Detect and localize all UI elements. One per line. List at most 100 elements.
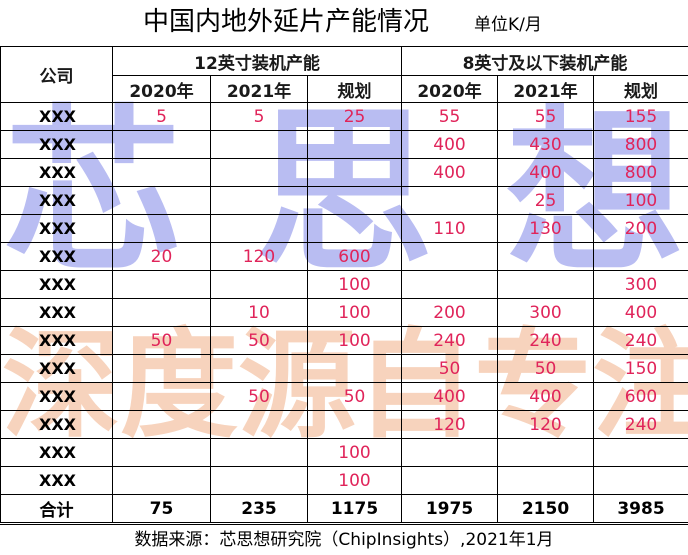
value-cell (113, 215, 211, 243)
value-cell: 110 (402, 215, 498, 243)
value-cell: 100 (594, 187, 688, 215)
value-cell (211, 187, 308, 215)
title-bar: 中国内地外延片产能情况 单位K/月 (0, 0, 688, 46)
column-header: 规划 (594, 76, 688, 103)
column-header: 2020年 (402, 76, 498, 103)
value-cell: 200 (594, 215, 688, 243)
value-cell (594, 243, 688, 271)
total-cell: 235 (211, 495, 308, 523)
company-cell: XXX (1, 411, 113, 439)
unit-label: 单位K/月 (474, 12, 542, 38)
value-cell (308, 131, 402, 159)
value-cell (402, 243, 498, 271)
value-cell (498, 243, 594, 271)
value-cell: 130 (498, 215, 594, 243)
value-cell: 300 (498, 299, 594, 327)
value-cell: 50 (402, 355, 498, 383)
total-row: 合计 75 235 1175 1975 2150 3985 (1, 495, 688, 523)
value-cell: 120 (402, 411, 498, 439)
value-cell (113, 439, 211, 467)
value-cell: 50 (308, 383, 402, 411)
value-cell: 400 (402, 131, 498, 159)
value-cell: 400 (498, 383, 594, 411)
value-cell (498, 439, 594, 467)
company-cell: XXX (1, 159, 113, 187)
total-cell: 2150 (498, 495, 594, 523)
total-label: 合计 (1, 495, 113, 523)
value-cell: 100 (308, 327, 402, 355)
company-cell: XXX (1, 243, 113, 271)
value-cell (113, 411, 211, 439)
value-cell: 25 (498, 187, 594, 215)
value-cell (308, 187, 402, 215)
value-cell: 240 (594, 327, 688, 355)
value-cell: 240 (498, 327, 594, 355)
company-cell: XXX (1, 467, 113, 495)
group-header-12inch: 12英寸装机产能 (113, 47, 402, 76)
value-cell (308, 355, 402, 383)
capacity-table: 公司 12英寸装机产能 8英寸及以下装机产能 2020年 2021年 规划 20… (0, 46, 688, 523)
value-cell (402, 187, 498, 215)
value-cell (113, 299, 211, 327)
value-cell (211, 411, 308, 439)
value-cell (308, 159, 402, 187)
value-cell (402, 439, 498, 467)
value-cell (113, 383, 211, 411)
value-cell: 55 (498, 103, 594, 131)
value-cell: 5 (211, 103, 308, 131)
page-title: 中国内地外延片产能情况 (143, 4, 429, 40)
header-row-groups: 公司 12英寸装机产能 8英寸及以下装机产能 (1, 47, 688, 76)
value-cell (211, 467, 308, 495)
value-cell: 400 (402, 383, 498, 411)
value-cell: 800 (594, 159, 688, 187)
value-cell: 400 (594, 299, 688, 327)
company-cell: XXX (1, 299, 113, 327)
value-cell: 100 (308, 271, 402, 299)
value-cell (211, 355, 308, 383)
total-cell: 1975 (402, 495, 498, 523)
value-cell: 25 (308, 103, 402, 131)
column-header: 2020年 (113, 76, 211, 103)
value-cell (594, 467, 688, 495)
company-cell: XXX (1, 355, 113, 383)
total-cell: 75 (113, 495, 211, 523)
company-cell: XXX (1, 187, 113, 215)
value-cell: 430 (498, 131, 594, 159)
company-cell: XXX (1, 327, 113, 355)
value-cell: 300 (594, 271, 688, 299)
company-header: 公司 (1, 47, 113, 103)
value-cell: 10 (211, 299, 308, 327)
value-cell: 50 (211, 327, 308, 355)
company-cell: XXX (1, 271, 113, 299)
source-note: 数据来源：芯思想研究院（ChipInsights）,2021年1月 (0, 524, 688, 555)
total-cell: 1175 (308, 495, 402, 523)
value-cell: 100 (308, 439, 402, 467)
value-cell (402, 467, 498, 495)
company-cell: XXX (1, 131, 113, 159)
column-header: 规划 (308, 76, 402, 103)
value-cell: 120 (211, 243, 308, 271)
value-cell: 150 (594, 355, 688, 383)
value-cell: 50 (113, 327, 211, 355)
value-cell (211, 159, 308, 187)
value-cell (113, 159, 211, 187)
company-cell: XXX (1, 383, 113, 411)
value-cell (211, 271, 308, 299)
value-cell (113, 187, 211, 215)
value-cell: 400 (498, 159, 594, 187)
value-cell (211, 131, 308, 159)
value-cell (594, 439, 688, 467)
value-cell: 100 (308, 299, 402, 327)
value-cell (308, 215, 402, 243)
